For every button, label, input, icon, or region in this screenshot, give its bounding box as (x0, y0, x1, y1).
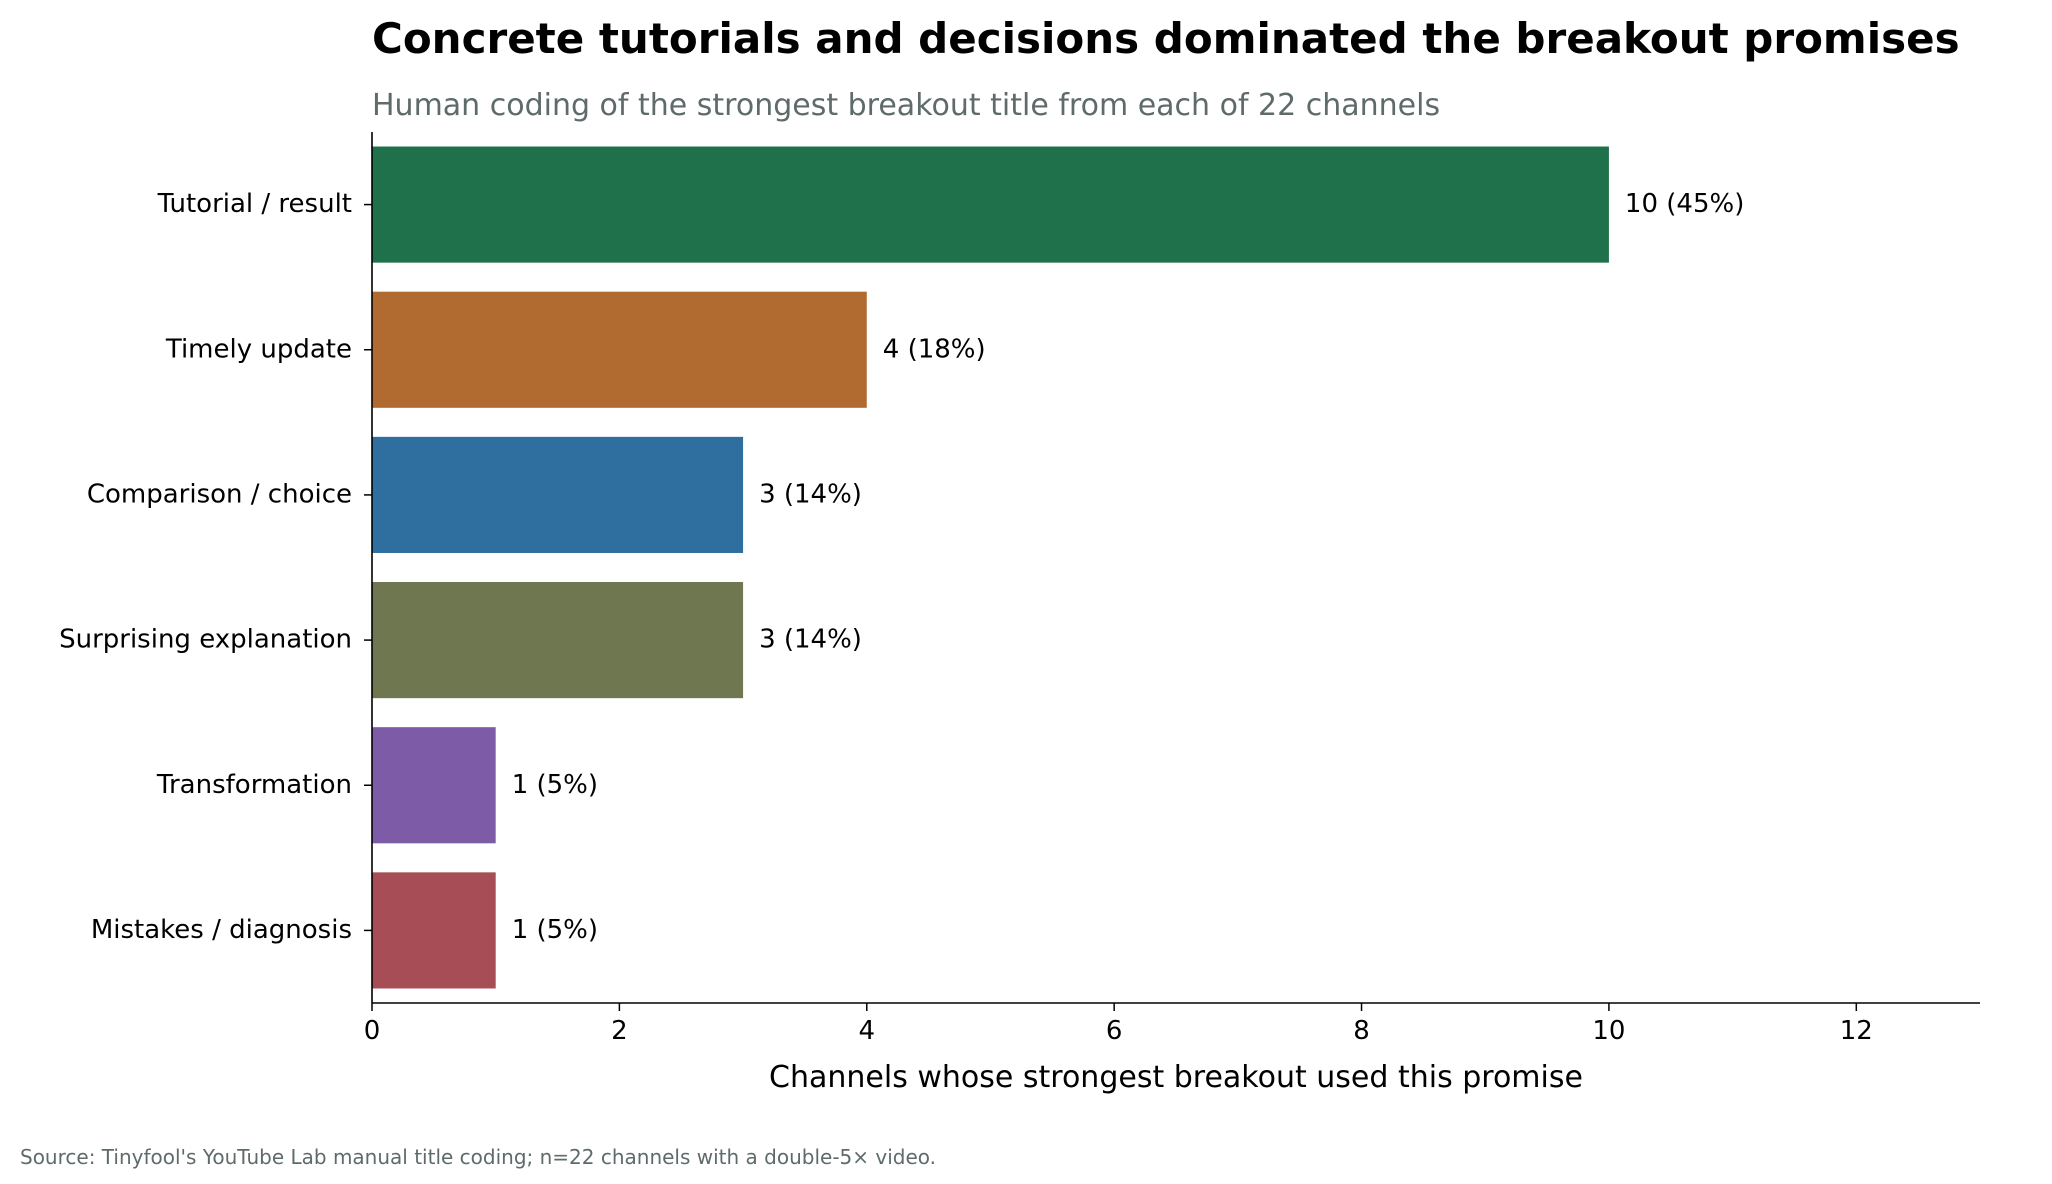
y-tick-label: Mistakes / diagnosis (91, 915, 352, 945)
x-axis: 0 2 4 6 8 10 12 (364, 1002, 1980, 1046)
y-tick-label: Surprising explanation (59, 625, 352, 655)
x-tick-label: 12 (1840, 1016, 1873, 1046)
bar-value-label: 10 (45%) (1625, 189, 1744, 219)
bar (372, 291, 867, 408)
bars-layer (372, 146, 1609, 989)
y-tick-label: Tutorial / result (157, 189, 352, 219)
bar (372, 582, 744, 699)
x-tick-label: 6 (1106, 1016, 1123, 1046)
chart-title: Concrete tutorials and decisions dominat… (372, 14, 1960, 63)
bar-value-label: 1 (5%) (512, 915, 598, 945)
bar (372, 436, 744, 553)
value-labels-layer: 10 (45%) 4 (18%) 3 (14%) 3 (14%) 1 (5%) 1 (5%… (512, 189, 1745, 945)
bar-value-label: 4 (18%) (883, 334, 986, 364)
chart-subtitle: Human coding of the strongest breakout t… (372, 88, 1441, 123)
x-tick-label: 2 (611, 1016, 628, 1046)
bar-chart: 10 (45%) 4 (18%) 3 (14%) 3 (14%) 1 (5%) 1 (5%… (59, 132, 1980, 1095)
bar (372, 872, 496, 989)
bar-value-label: 3 (14%) (759, 479, 862, 509)
x-axis-title: Channels whose strongest breakout used t… (769, 1060, 1583, 1095)
y-tick-label: Timely update (165, 334, 352, 364)
y-tick-label: Transformation (156, 770, 352, 800)
y-axis: Tutorial / result Timely update Comparison… (59, 132, 373, 1003)
bar (372, 146, 1609, 263)
x-tick-label: 0 (364, 1016, 381, 1046)
x-tick-label: 10 (1592, 1016, 1625, 1046)
source-note: Source: Tinyfool's YouTube Lab manual ti… (20, 1145, 937, 1169)
bar-value-label: 3 (14%) (759, 625, 862, 655)
x-tick-label: 8 (1353, 1016, 1370, 1046)
y-tick-label: Comparison / choice (87, 479, 352, 509)
bar-value-label: 1 (5%) (512, 770, 598, 800)
bar (372, 727, 496, 844)
x-tick-label: 4 (858, 1016, 875, 1046)
